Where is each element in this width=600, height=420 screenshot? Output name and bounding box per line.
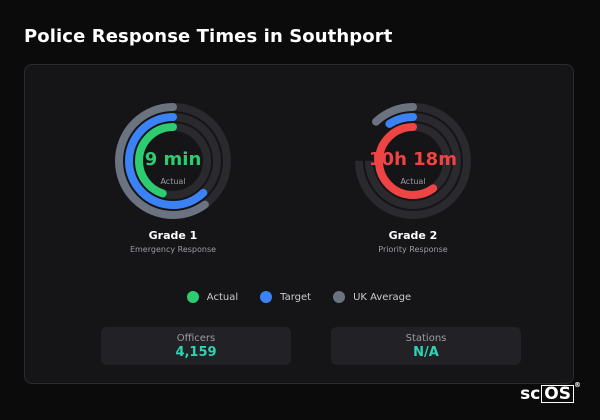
- stat-stations: Stations N/A: [331, 327, 521, 365]
- target-ring: [125, 113, 221, 209]
- gauge-sub-label: Actual: [400, 177, 426, 186]
- gauge-sub-label: Actual: [160, 177, 186, 186]
- registered-mark-icon: ®: [574, 381, 581, 389]
- legend-item-uk-average: UK Average: [333, 291, 411, 303]
- gauge-description: Priority Response: [378, 245, 448, 254]
- scos-logo: sc OS ®: [520, 381, 581, 404]
- logo-prefix: sc: [520, 384, 541, 404]
- target-ring: [365, 113, 461, 209]
- response-times-card: 9 min Actual Grade 1 Emergency Response …: [24, 64, 574, 384]
- legend-item-target: Target: [260, 291, 311, 303]
- gauge-rings-grade-1: [115, 103, 231, 219]
- gauge-grade-label: Grade 2: [388, 229, 438, 242]
- gauge-grade-2: 10h 18m Actual Grade 2 Priority Response: [313, 101, 513, 254]
- legend-dot-icon: [333, 291, 346, 303]
- gauge-description: Emergency Response: [129, 245, 217, 254]
- page-title: Police Response Times in Southport: [24, 26, 393, 47]
- legend-label: Actual: [206, 291, 239, 303]
- gauge-rings-grade-2: [355, 103, 471, 219]
- legend-dot-icon: [260, 291, 273, 303]
- uk-average-ring: [355, 103, 471, 219]
- actual-ring: [375, 123, 451, 199]
- gauge-value: 10h 18m: [369, 149, 457, 170]
- stat-value: N/A: [413, 345, 439, 360]
- legend-item-actual: Actual: [186, 291, 239, 303]
- uk-average-ring: [115, 103, 231, 219]
- legend-dot-icon: [186, 291, 199, 303]
- stat-label: Stations: [405, 333, 447, 344]
- legend-label: UK Average: [353, 291, 412, 303]
- gauge-legend: Actual Target UK Average: [25, 291, 573, 303]
- stat-value: 4,159: [175, 345, 217, 360]
- stat-officers: Officers 4,159: [101, 327, 291, 365]
- gauge-value: 9 min: [144, 149, 202, 170]
- stat-label: Officers: [176, 333, 216, 344]
- legend-label: Target: [280, 291, 312, 303]
- gauge-grade-label: Grade 1: [148, 229, 198, 242]
- actual-ring: [135, 123, 211, 199]
- logo-boxed-text: OS: [541, 385, 574, 403]
- gauge-grade-1: 9 min Actual Grade 1 Emergency Response: [73, 101, 273, 254]
